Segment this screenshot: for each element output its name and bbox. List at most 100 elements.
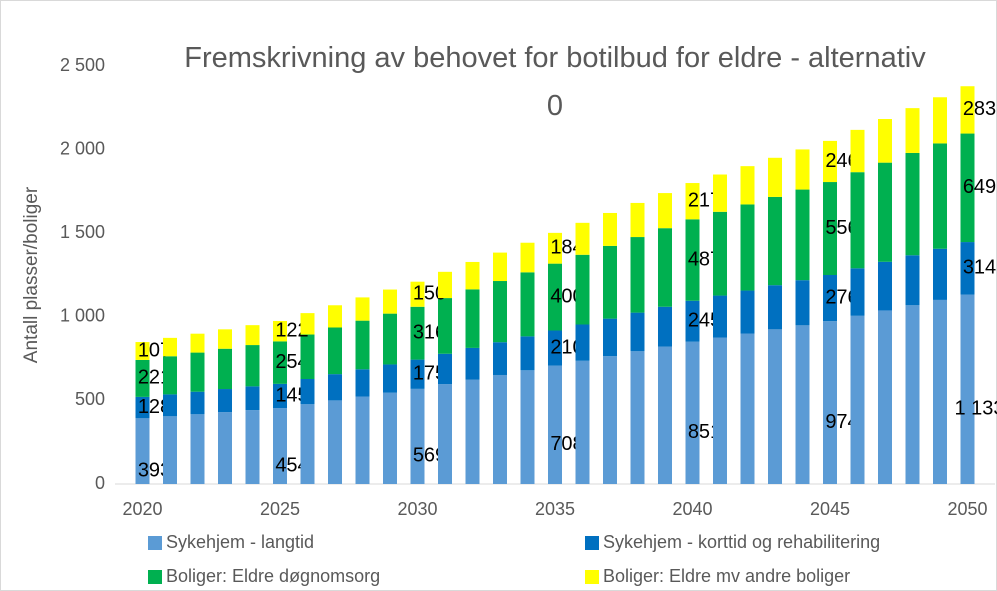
bar-segment xyxy=(328,305,342,328)
bar-segment xyxy=(163,416,177,484)
data-label: 1 133 xyxy=(954,398,997,420)
bar-segment xyxy=(465,261,480,290)
bar-segment xyxy=(575,324,590,361)
bar-segment xyxy=(960,133,975,243)
legend-swatch xyxy=(148,536,162,550)
bar-segment xyxy=(713,337,727,484)
data-label: 283 xyxy=(963,98,996,120)
bar-segment xyxy=(878,119,892,163)
data-label: 316 xyxy=(413,321,446,343)
data-label: 184 xyxy=(550,237,583,259)
bar-segment xyxy=(713,295,727,338)
data-label: 221 xyxy=(138,367,171,389)
bar-segment xyxy=(300,404,315,484)
data-label: 649 xyxy=(963,176,996,198)
bar-segment xyxy=(850,268,865,316)
bar-segment xyxy=(603,245,617,319)
bar-segment xyxy=(658,306,672,347)
bar-segment xyxy=(273,320,287,342)
bar-segment xyxy=(273,383,287,409)
bar-segment xyxy=(823,140,837,183)
x-tick-label: 2045 xyxy=(810,499,850,519)
bar-segment xyxy=(190,414,205,484)
y-tick-label: 500 xyxy=(75,389,105,409)
bar-segment xyxy=(273,408,287,484)
bar-segment xyxy=(878,261,892,311)
data-label: 569 xyxy=(413,445,446,467)
bar-segment xyxy=(163,356,177,395)
data-label: 400 xyxy=(550,285,583,307)
bar-segment xyxy=(328,327,342,375)
bar-segment xyxy=(438,271,452,299)
bar-segment xyxy=(905,152,920,256)
data-label: 246 xyxy=(825,150,858,172)
bar-segment xyxy=(218,348,232,390)
data-label: 276 xyxy=(825,286,858,308)
bar-segment xyxy=(740,204,755,291)
bar-segment xyxy=(245,325,260,346)
bar-segment xyxy=(548,365,562,484)
bar-segment xyxy=(713,174,727,212)
legend-swatch xyxy=(585,536,599,550)
bar-segment xyxy=(383,313,397,365)
chart-title: Fremskrivning av behovet for botilbud fo… xyxy=(184,42,926,122)
bar-segment xyxy=(218,329,232,349)
bar-segment xyxy=(685,341,700,484)
bar-segment xyxy=(960,294,975,484)
bar-segment xyxy=(273,341,287,384)
bar-segment xyxy=(355,297,370,321)
bar-segment xyxy=(740,333,755,484)
data-label: 314 xyxy=(963,257,996,279)
bar-segment xyxy=(245,410,260,484)
legend-label: Boliger: Eldre mv andre boliger xyxy=(603,566,850,586)
data-label: 245 xyxy=(688,310,721,332)
bar-segment xyxy=(218,389,232,413)
bar-segment xyxy=(438,353,452,385)
data-label: 851 xyxy=(688,421,721,443)
bar-segment xyxy=(493,281,507,343)
bar-segment xyxy=(933,248,947,300)
bar-segment xyxy=(245,345,260,387)
bar-segment xyxy=(685,300,700,342)
bar-segment xyxy=(658,228,672,307)
bar-segment xyxy=(190,352,205,392)
bar-segment xyxy=(740,166,755,205)
bar-segment xyxy=(218,412,232,484)
data-label: 175 xyxy=(413,363,446,385)
bar-segment xyxy=(933,143,947,249)
bar-segment xyxy=(410,388,425,484)
y-axis-label: Antall plasser/boliger xyxy=(21,186,42,363)
x-tick-label: 2030 xyxy=(397,499,437,519)
data-label: 393 xyxy=(138,459,171,481)
bar-segment xyxy=(575,360,590,484)
bar-segment xyxy=(520,336,535,371)
bar-segment xyxy=(163,337,177,357)
bar-segment xyxy=(383,364,397,393)
bar-segment xyxy=(878,162,892,262)
bar-segment xyxy=(740,290,755,334)
x-tick-label: 2025 xyxy=(260,499,300,519)
y-tick-label: 1 500 xyxy=(60,222,105,242)
data-label: 128 xyxy=(138,396,171,418)
bar-segment xyxy=(493,374,507,484)
bar-segment xyxy=(355,396,370,484)
data-label: 217 xyxy=(688,189,721,211)
bar-segment xyxy=(905,108,920,153)
bar-segment xyxy=(575,222,590,255)
bar-segment xyxy=(850,315,865,484)
bar-segment xyxy=(823,321,837,484)
bar-segment xyxy=(905,255,920,306)
bar-segment xyxy=(245,386,260,411)
bar-segment xyxy=(135,418,150,484)
bar-segment xyxy=(768,157,782,197)
x-tick-label: 2020 xyxy=(122,499,162,519)
data-label: 974 xyxy=(825,411,858,433)
bar-segment xyxy=(850,172,865,269)
legend-label: Sykehjem - korttid og rehabilitering xyxy=(603,532,880,552)
bar-segment xyxy=(548,232,562,264)
y-tick-label: 2 500 xyxy=(60,55,105,75)
bar-segment xyxy=(135,342,150,360)
bar-segment xyxy=(438,384,452,484)
bar-segment xyxy=(493,342,507,375)
data-label: 254 xyxy=(275,351,308,373)
